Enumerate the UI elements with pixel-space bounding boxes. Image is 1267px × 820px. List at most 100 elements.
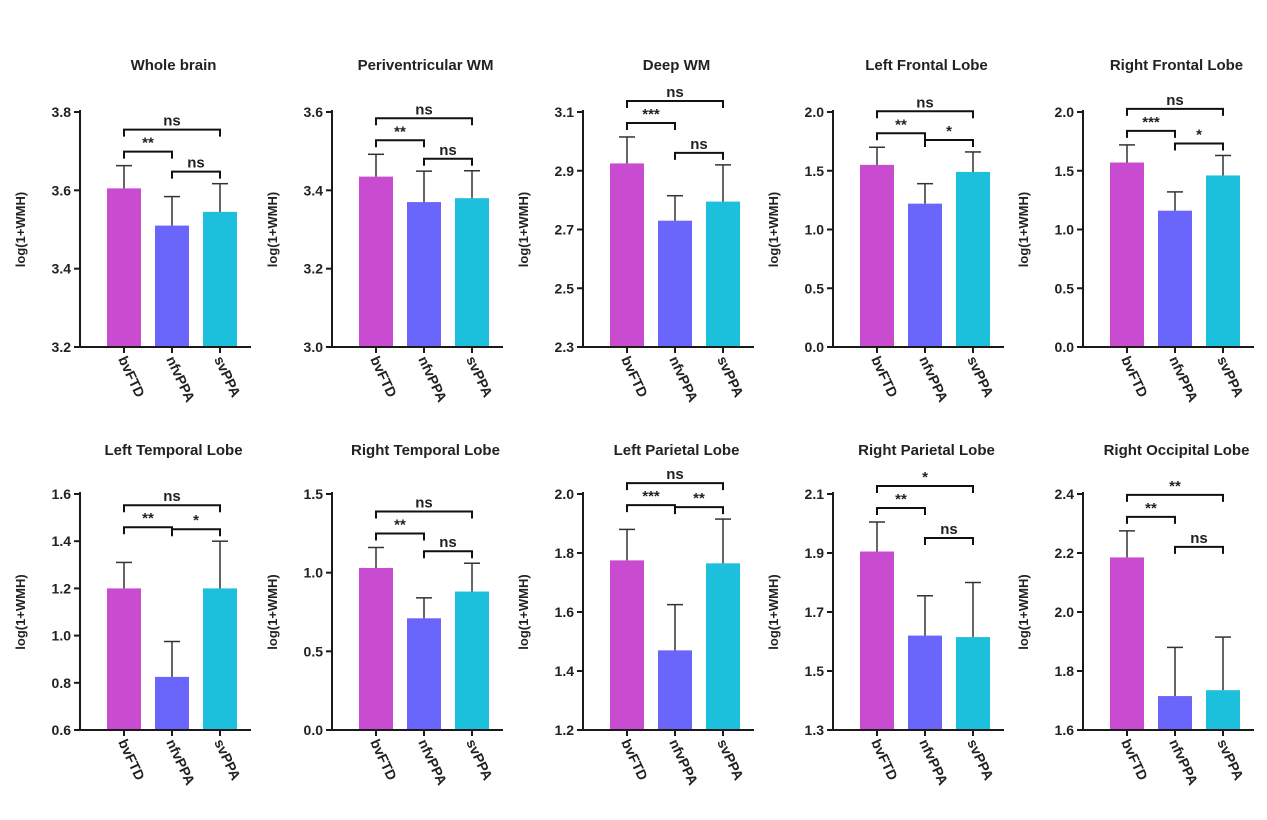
y-tick-label: 3.8 <box>52 104 72 120</box>
bar-nfvPPA <box>407 202 441 347</box>
y-tick-label: 3.0 <box>304 339 324 355</box>
y-axis-label: log(1+WMH) <box>13 574 28 649</box>
y-tick-label: 2.0 <box>805 104 825 120</box>
chart-title: Deep WM <box>643 57 711 74</box>
significance-label: ns <box>690 136 708 153</box>
significance-label: ** <box>895 116 907 133</box>
chart-title: Right Occipital Lobe <box>1104 442 1250 459</box>
chart-panel-4: Right Frontal Lobe log(1+WMH) 0.0 0.5 1.0 1.5… <box>1016 57 1254 404</box>
significance-label: ns <box>439 534 457 551</box>
x-tick-label: nfvPPA <box>163 737 198 788</box>
bar-nfvPPA <box>908 203 942 347</box>
chart-title: Whole brain <box>131 57 217 74</box>
bar-svPPA <box>706 563 740 730</box>
significance-bracket <box>674 151 724 160</box>
significance-label: ** <box>142 510 154 527</box>
bar-bvFTD <box>107 188 141 347</box>
x-tick-label: svPPA <box>964 354 997 400</box>
significance-label: * <box>946 123 952 140</box>
chart-title: Right Temporal Lobe <box>351 442 500 459</box>
y-tick-label: 0.5 <box>805 280 825 296</box>
bar-bvFTD <box>359 176 393 347</box>
bar-nfvPPA <box>1158 210 1192 347</box>
x-tick-label: svPPA <box>211 354 244 400</box>
y-tick-label: 1.0 <box>304 565 324 581</box>
x-tick-label: svPPA <box>714 354 747 400</box>
y-axis-label: log(1+WMH) <box>265 192 280 267</box>
y-tick-label: 3.6 <box>52 182 72 198</box>
x-tick-label: bvFTD <box>367 354 400 400</box>
chart-title: Left Temporal Lobe <box>104 442 242 459</box>
bar-svPPA <box>1206 690 1240 730</box>
bar-svPPA <box>455 591 489 730</box>
x-tick-label: svPPA <box>1214 737 1247 783</box>
y-tick-label: 0.6 <box>52 722 72 738</box>
significance-label: ** <box>394 516 406 533</box>
y-tick-label: 1.6 <box>52 486 72 502</box>
significance-bracket <box>674 506 724 515</box>
y-tick-label: 0.5 <box>1055 280 1075 296</box>
y-tick-label: 1.3 <box>805 722 825 738</box>
bar-bvFTD <box>107 588 141 730</box>
y-tick-label: 0.8 <box>52 675 72 691</box>
significance-label: *** <box>642 488 660 505</box>
significance-label: ** <box>1169 478 1181 495</box>
y-tick-label: 1.5 <box>1055 163 1075 179</box>
significance-label: ns <box>1190 530 1208 547</box>
significance-bracket <box>1126 107 1224 116</box>
chart-panel-2: Deep WM log(1+WMH) 2.3 2.5 2.7 2.9 3.1 bvFTD nfv… <box>516 57 754 404</box>
significance-label: ns <box>439 142 457 159</box>
x-tick-label: nfvPPA <box>666 354 701 405</box>
y-tick-label: 3.4 <box>304 182 324 198</box>
significance-bracket <box>1174 545 1224 554</box>
y-tick-label: 1.4 <box>52 533 72 549</box>
y-tick-label: 2.1 <box>805 486 825 502</box>
chart-panel-3: Left Frontal Lobe log(1+WMH) 0.0 0.5 1.0 1.5 2… <box>766 57 1004 404</box>
x-tick-label: nfvPPA <box>163 354 198 405</box>
bar-svPPA <box>956 171 990 347</box>
x-tick-label: svPPA <box>714 737 747 783</box>
significance-label: ** <box>693 490 705 507</box>
significance-bracket <box>924 537 974 546</box>
significance-label: ns <box>916 94 934 111</box>
significance-bracket <box>626 504 676 513</box>
chart-title: Periventricular WM <box>358 57 494 74</box>
significance-bracket <box>1126 515 1176 524</box>
significance-bracket <box>123 526 173 535</box>
x-tick-label: bvFTD <box>115 354 148 400</box>
significance-bracket <box>876 507 926 516</box>
y-tick-label: 1.2 <box>555 722 575 738</box>
y-axis-label: log(1+WMH) <box>1016 574 1031 649</box>
bar-svPPA <box>956 637 990 730</box>
y-tick-label: 2.0 <box>1055 604 1075 620</box>
y-axis-label: log(1+WMH) <box>1016 192 1031 267</box>
y-axis-label: log(1+WMH) <box>516 192 531 267</box>
y-tick-label: 2.4 <box>1055 486 1075 502</box>
significance-label: ns <box>415 101 433 118</box>
significance-bracket <box>123 150 173 159</box>
bar-bvFTD <box>1110 162 1144 347</box>
x-tick-label: svPPA <box>964 737 997 783</box>
y-tick-label: 2.9 <box>555 163 575 179</box>
x-tick-label: svPPA <box>463 737 496 783</box>
x-tick-label: bvFTD <box>868 354 901 400</box>
y-tick-label: 1.6 <box>1055 722 1075 738</box>
bar-nfvPPA <box>908 635 942 730</box>
significance-bracket <box>876 132 926 141</box>
x-tick-label: svPPA <box>1214 354 1247 400</box>
significance-label: ns <box>163 113 181 130</box>
x-tick-label: bvFTD <box>618 354 651 400</box>
bar-nfvPPA <box>658 650 692 730</box>
x-tick-label: nfvPPA <box>415 354 450 405</box>
y-tick-label: 1.5 <box>304 486 324 502</box>
significance-label: ns <box>666 466 684 483</box>
bar-bvFTD <box>610 163 644 347</box>
y-axis-label: log(1+WMH) <box>516 574 531 649</box>
y-tick-label: 1.0 <box>52 628 72 644</box>
significance-bracket <box>123 504 221 513</box>
significance-label: * <box>1196 126 1202 143</box>
y-tick-label: 0.0 <box>1055 339 1075 355</box>
significance-label: ns <box>666 84 684 101</box>
y-axis-label: log(1+WMH) <box>766 574 781 649</box>
